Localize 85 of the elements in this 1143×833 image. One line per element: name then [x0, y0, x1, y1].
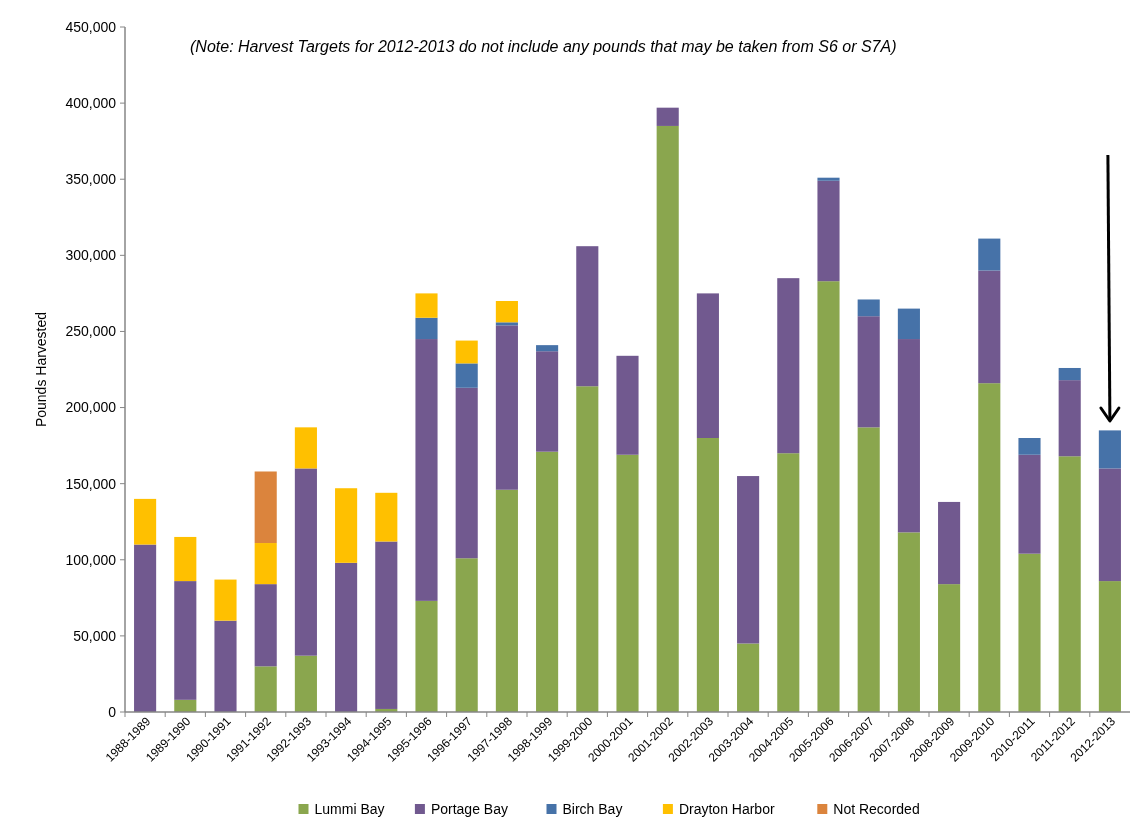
- bar: [134, 498, 157, 545]
- bar: [536, 345, 559, 352]
- bar: [576, 246, 599, 387]
- legend-label: Birch Bay: [562, 801, 623, 817]
- bar: [1058, 367, 1081, 381]
- y-tick-label: 50,000: [73, 627, 117, 644]
- bar: [455, 363, 478, 388]
- bar: [254, 543, 277, 585]
- bar: [174, 699, 197, 712]
- bar: [294, 427, 317, 469]
- bar: [254, 471, 277, 544]
- bar: [335, 562, 358, 712]
- bar: [897, 339, 920, 533]
- y-tick-label: 200,000: [65, 399, 117, 416]
- bar: [1098, 581, 1121, 712]
- bar: [857, 427, 880, 712]
- bar: [1018, 438, 1041, 455]
- bar: [1098, 468, 1121, 582]
- bar: [817, 180, 840, 282]
- y-tick-label: 400,000: [65, 95, 117, 112]
- bar: [616, 355, 639, 455]
- bar: [174, 581, 197, 700]
- bar: [1018, 553, 1041, 712]
- legend-label: Portage Bay: [430, 801, 508, 817]
- bar: [978, 270, 1001, 384]
- bar: [254, 584, 277, 667]
- bar: [495, 322, 518, 326]
- bar: [415, 339, 438, 601]
- y-axis-title: Pounds Harvested: [33, 311, 49, 428]
- legend-label: Drayton Harbor: [678, 801, 775, 817]
- bar: [375, 492, 398, 542]
- y-tick-label: 350,000: [65, 171, 117, 188]
- bar: [897, 532, 920, 712]
- bar: [375, 541, 398, 709]
- bar: [1018, 454, 1041, 554]
- bar: [817, 177, 840, 181]
- bar: [897, 308, 920, 340]
- bar: [978, 383, 1001, 712]
- bar: [978, 238, 1001, 271]
- annotation: (Note: Harvest Targets for 2012-2013 do not include any pounds that may be taken from S6 or S7A): [190, 38, 897, 55]
- bar: [415, 317, 438, 340]
- bar: [495, 325, 518, 490]
- legend-label: Lummi Bay: [314, 801, 385, 817]
- bar: [857, 299, 880, 317]
- bar: [174, 536, 197, 582]
- bar: [214, 620, 237, 712]
- y-tick-label: 300,000: [65, 247, 117, 264]
- bar: [857, 316, 880, 428]
- bar: [938, 584, 961, 712]
- bar: [656, 125, 679, 712]
- bar: [294, 655, 317, 712]
- y-tick-label: 150,000: [65, 475, 117, 492]
- bar: [777, 453, 800, 712]
- y-tick-label: 0: [108, 703, 117, 720]
- bar: [1058, 456, 1081, 712]
- bar: [134, 544, 157, 712]
- bar: [696, 293, 719, 438]
- bar: [495, 489, 518, 712]
- bar: [777, 278, 800, 454]
- bar: [576, 386, 599, 712]
- y-tick-label: 100,000: [65, 551, 117, 568]
- bar: [415, 293, 438, 318]
- bar: [817, 281, 840, 712]
- bar: [1098, 430, 1121, 469]
- bar: [455, 340, 478, 364]
- bar: [656, 107, 679, 126]
- bar: [455, 558, 478, 712]
- bar: [536, 451, 559, 712]
- bar: [214, 579, 237, 621]
- legend-label: Not Recorded: [833, 801, 920, 817]
- bar: [415, 600, 438, 712]
- bar: [737, 643, 760, 712]
- bar: [616, 454, 639, 712]
- bar: [455, 387, 478, 559]
- bar: [1058, 380, 1081, 457]
- bar: [294, 468, 317, 656]
- bar: [335, 488, 358, 563]
- bar: [696, 438, 719, 712]
- y-tick-label: 250,000: [65, 323, 117, 340]
- bar: [536, 351, 559, 452]
- bar: [495, 301, 518, 323]
- y-tick-label: 450,000: [65, 18, 117, 35]
- bar: [254, 666, 277, 712]
- bar: [737, 476, 760, 644]
- bar: [938, 501, 961, 585]
